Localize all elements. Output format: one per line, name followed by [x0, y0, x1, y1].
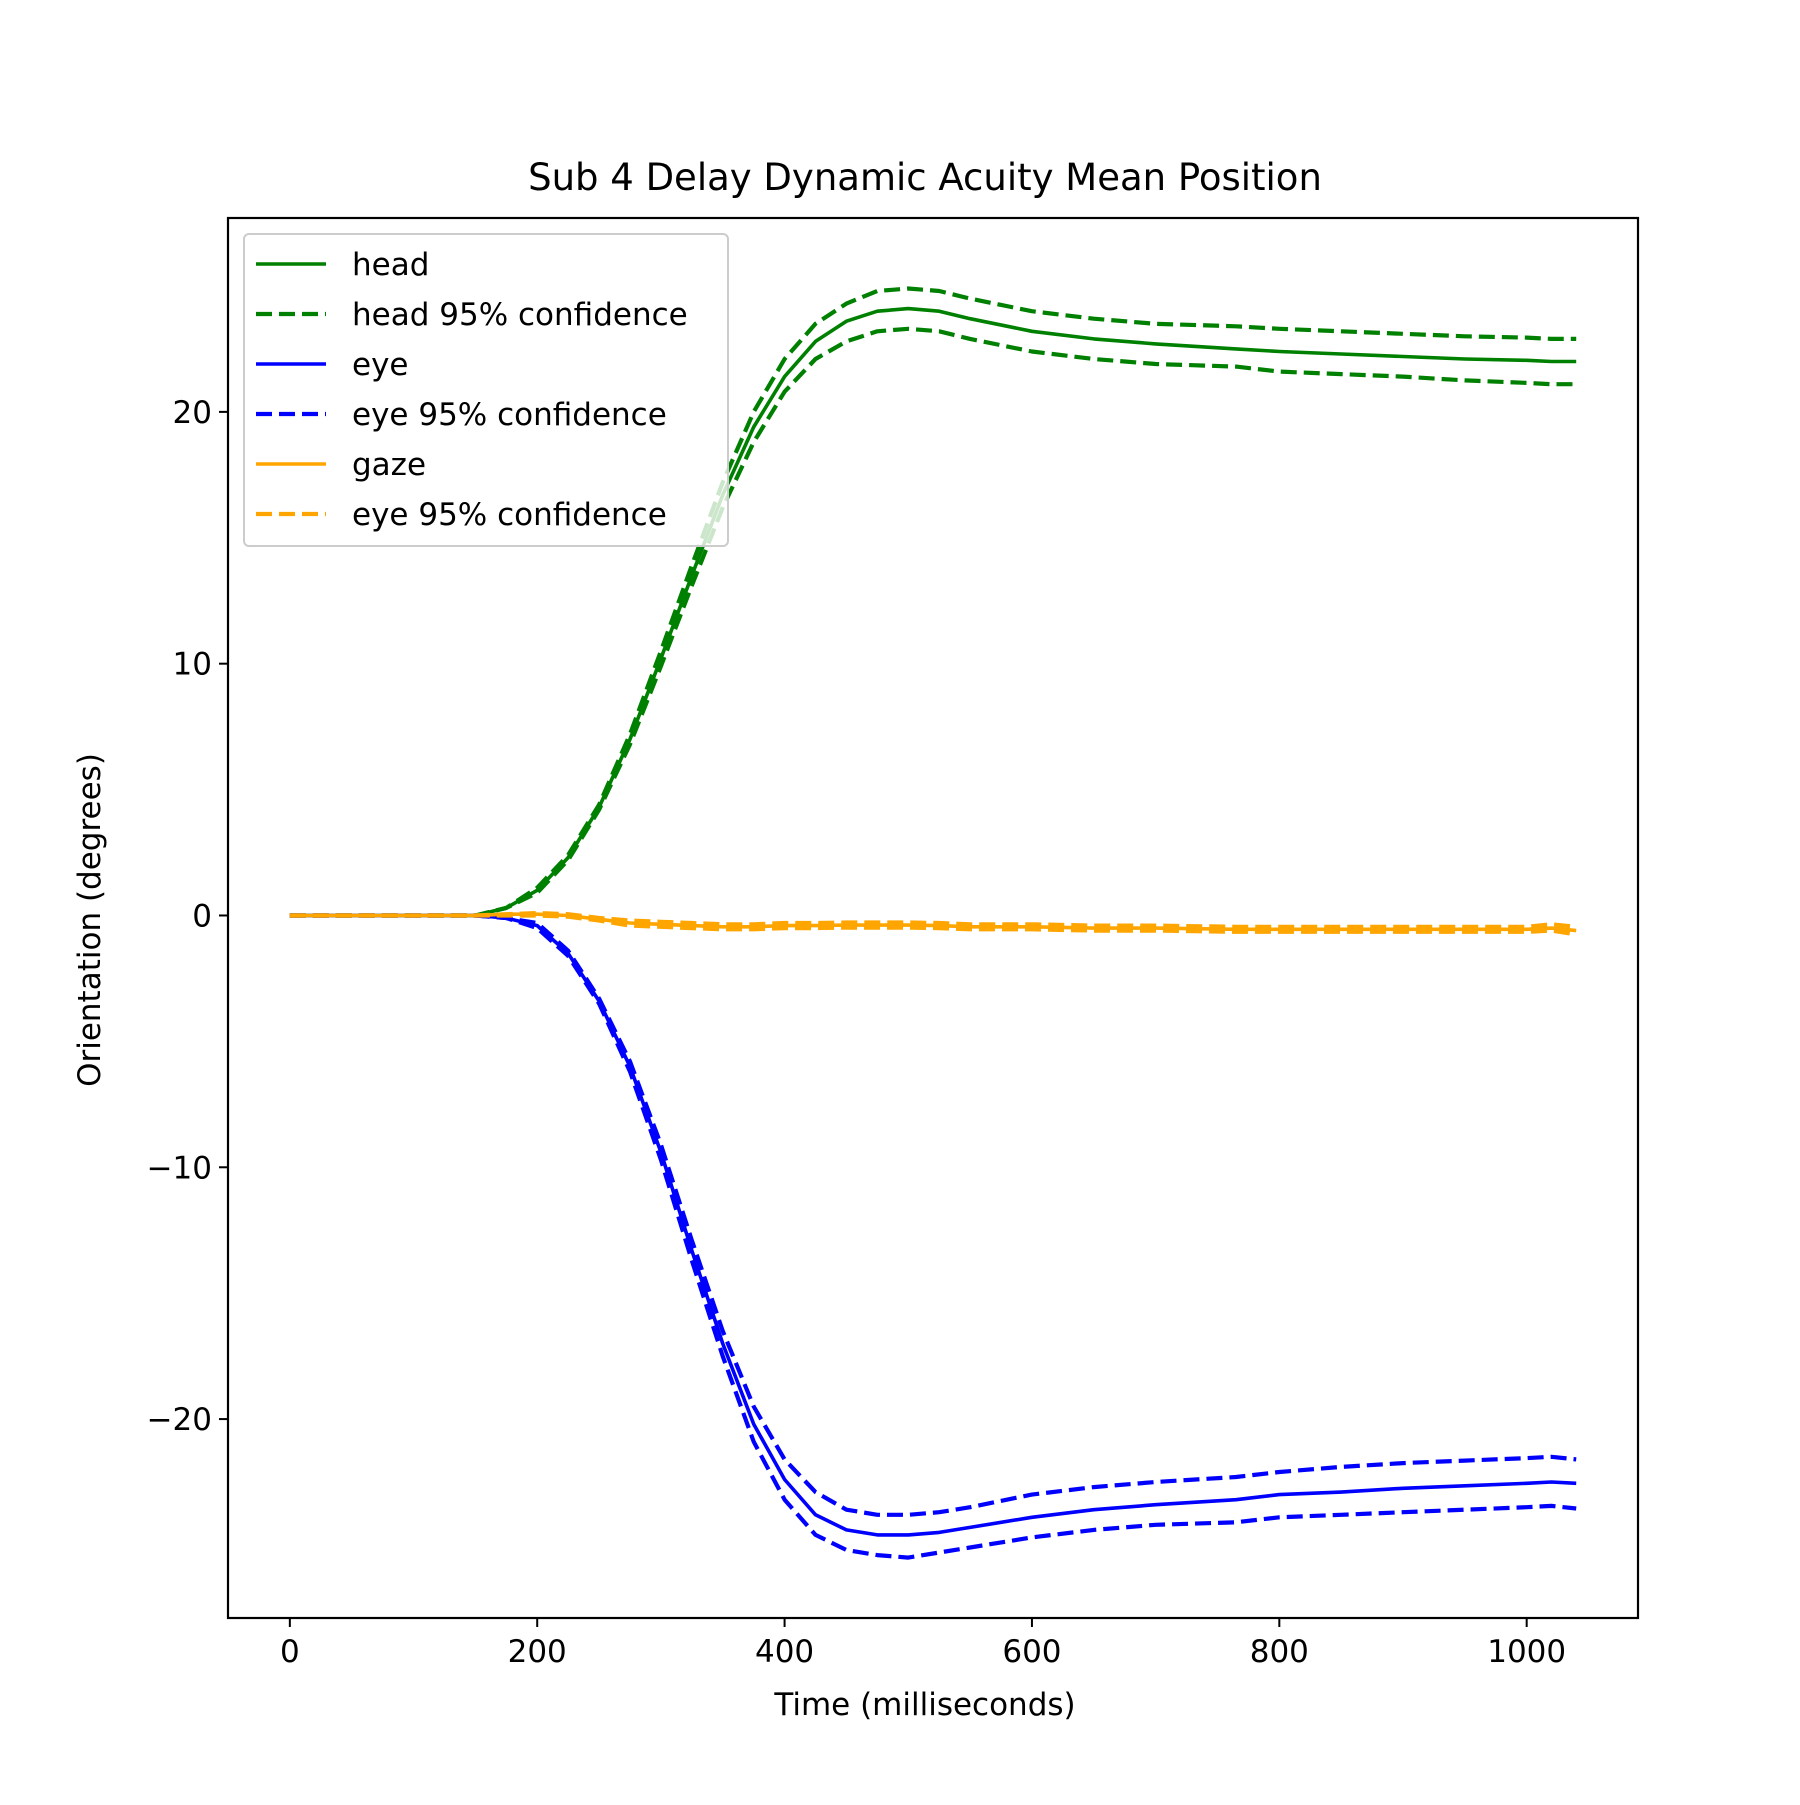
x-axis-label: Time (milliseconds) [773, 1687, 1075, 1723]
x-tick-label: 800 [1250, 1634, 1309, 1670]
y-tick-label: −10 [147, 1150, 212, 1186]
series-line-eye-95-confidence-4 [289, 913, 1577, 1517]
x-tick-label: 0 [280, 1634, 300, 1670]
plot-area [289, 286, 1577, 1560]
series-line-gaze-6 [289, 912, 1577, 933]
x-tick-label: 400 [755, 1634, 814, 1670]
legend: head head 95% confidence eye eye 95% confid… [243, 233, 729, 547]
legend-label: eye 95% confidence [352, 497, 667, 533]
legend-label: eye [352, 347, 409, 383]
y-tick-label: 20 [173, 395, 212, 431]
legend-label: gaze [352, 447, 426, 483]
legend-label: head 95% confidence [352, 297, 688, 333]
y-tick-label: −20 [147, 1402, 212, 1438]
y-tick-label: 0 [192, 898, 212, 934]
series-line-head-95-confidence-1 [289, 286, 1577, 918]
series-line-eye-95-confidence-7 [289, 910, 1577, 929]
series-line-eye-3 [289, 913, 1577, 1537]
legend-label: head [352, 247, 429, 283]
series-line-eye-95-confidence-5 [289, 913, 1577, 1560]
chart-title: Sub 4 Delay Dynamic Acuity Mean Position [528, 156, 1322, 199]
x-tick-label: 600 [1002, 1634, 1061, 1670]
axes-frame [226, 216, 1640, 1620]
series-line-head-95-confidence-2 [289, 326, 1577, 918]
series-group [289, 286, 1577, 1560]
y-tick-label: 10 [173, 647, 212, 683]
x-tick-label: 200 [508, 1634, 567, 1670]
legend-box [243, 233, 729, 547]
series-line-eye-95-confidence-8 [289, 913, 1577, 937]
x-tick-label: 1000 [1487, 1634, 1566, 1670]
y-axis-label: Orientation (degrees) [72, 753, 108, 1087]
axes: 0 200 400 600 800 1000 −20 −10 0 10 20 [147, 216, 1640, 1670]
legend-label: eye 95% confidence [352, 397, 667, 433]
